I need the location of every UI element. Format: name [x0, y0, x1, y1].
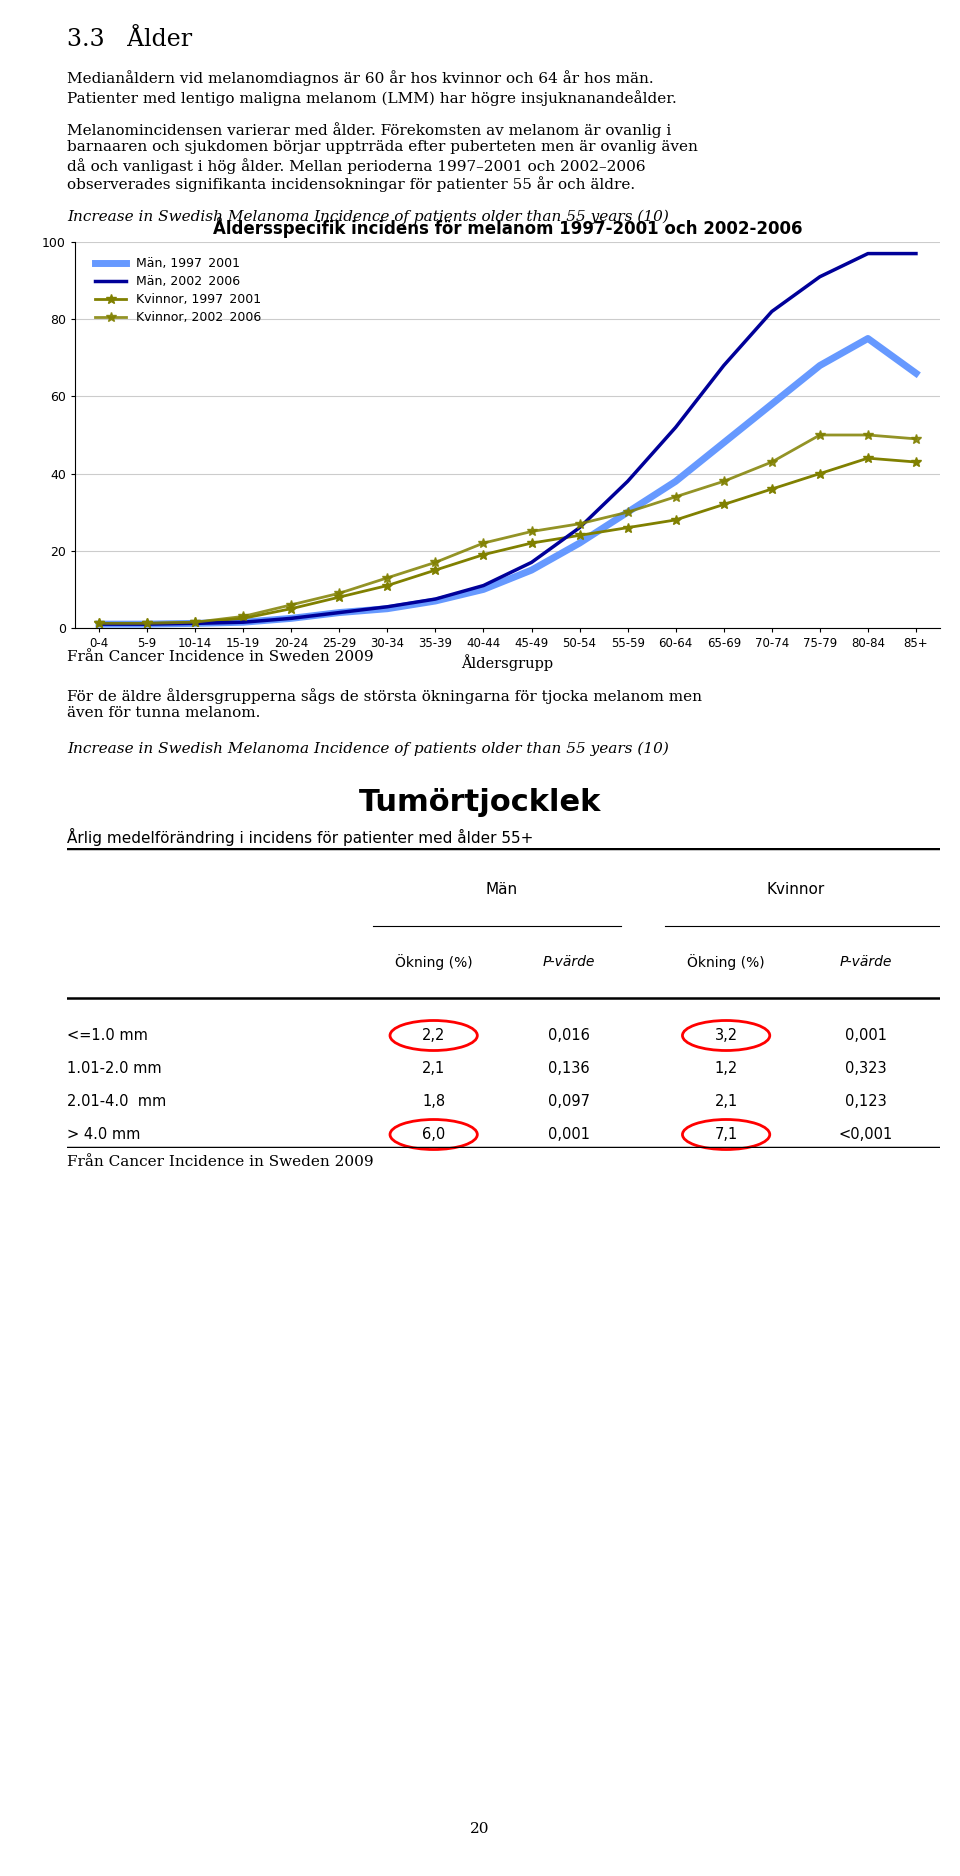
- Text: 1,8: 1,8: [422, 1094, 445, 1109]
- Text: Årlig medelförändring i incidens för patienter med ålder 55+: Årlig medelförändring i incidens för pat…: [67, 827, 534, 846]
- Text: observerades signifikanta incidensokningar för patienter 55 år och äldre.: observerades signifikanta incidensokning…: [67, 176, 636, 191]
- Text: 0,136: 0,136: [548, 1062, 589, 1077]
- Text: barnaaren och sjukdomen börjar upptrräda efter puberteten men är ovanlig även: barnaaren och sjukdomen börjar upptrräda…: [67, 141, 698, 154]
- Text: Ökning (%): Ökning (%): [687, 955, 765, 970]
- Text: Från Cancer Incidence in Sweden 2009: Från Cancer Incidence in Sweden 2009: [67, 1156, 373, 1169]
- Text: Increase in Swedish Melanoma Incidence of patients older than 55 years (10): Increase in Swedish Melanoma Incidence o…: [67, 210, 669, 225]
- Text: För de äldre åldersgrupperna sågs de största ökningarna för tjocka melanom men: För de äldre åldersgrupperna sågs de stö…: [67, 688, 702, 704]
- Text: Tumörtjocklek: Tumörtjocklek: [359, 788, 601, 818]
- Text: 0,001: 0,001: [548, 1127, 590, 1142]
- Text: Från Cancer Incidence in Sweden 2009: Från Cancer Incidence in Sweden 2009: [67, 649, 373, 664]
- Text: 3.3   Ålder: 3.3 Ålder: [67, 28, 192, 51]
- Text: 0,123: 0,123: [845, 1094, 887, 1109]
- Text: 7,1: 7,1: [714, 1127, 737, 1142]
- Text: 6,0: 6,0: [422, 1127, 445, 1142]
- Text: Medianåldern vid melanomdiagnos är 60 år hos kvinnor och 64 år hos män.: Medianåldern vid melanomdiagnos är 60 år…: [67, 69, 654, 86]
- Text: 2,1: 2,1: [422, 1062, 445, 1077]
- Text: <=1.0 mm: <=1.0 mm: [67, 1028, 148, 1043]
- Text: > 4.0 mm: > 4.0 mm: [67, 1127, 140, 1142]
- Text: Melanomincidensen varierar med ålder. Förekomsten av melanom är ovanlig i: Melanomincidensen varierar med ålder. Fö…: [67, 122, 671, 137]
- Text: 1.01-2.0 mm: 1.01-2.0 mm: [67, 1062, 161, 1077]
- Text: 0,323: 0,323: [845, 1062, 887, 1077]
- Text: Increase in Swedish Melanoma Incidence of patients older than 55 years (10): Increase in Swedish Melanoma Incidence o…: [67, 743, 669, 756]
- Text: Ökning (%): Ökning (%): [395, 955, 472, 970]
- X-axis label: Åldersgrupp: Åldersgrupp: [462, 655, 554, 672]
- Legend: Män, 1997 2001, Män, 2002 2006, Kvinnor, 1997 2001, Kvinnor, 2002 2006: Män, 1997 2001, Män, 2002 2006, Kvinnor,…: [90, 251, 266, 328]
- Text: 2,1: 2,1: [714, 1094, 737, 1109]
- Text: 1,2: 1,2: [714, 1062, 737, 1077]
- Text: P-värde: P-värde: [542, 955, 595, 970]
- Text: P-värde: P-värde: [840, 955, 892, 970]
- Text: 2,2: 2,2: [422, 1028, 445, 1043]
- Text: 0,016: 0,016: [548, 1028, 589, 1043]
- Text: Män: Män: [485, 882, 517, 897]
- Text: <0,001: <0,001: [839, 1127, 893, 1142]
- Text: 0,097: 0,097: [548, 1094, 590, 1109]
- Text: 3,2: 3,2: [714, 1028, 737, 1043]
- Text: även för tunna melanom.: även för tunna melanom.: [67, 705, 260, 720]
- Text: Patienter med lentigo maligna melanom (LMM) har högre insjuknanandeålder.: Patienter med lentigo maligna melanom (L…: [67, 90, 677, 105]
- Title: Åldersspecifik incidens för melanom 1997-2001 och 2002-2006: Åldersspecifik incidens för melanom 1997…: [213, 218, 803, 238]
- Text: 0,001: 0,001: [845, 1028, 887, 1043]
- Text: 20: 20: [470, 1822, 490, 1837]
- Text: 2.01-4.0  mm: 2.01-4.0 mm: [67, 1094, 166, 1109]
- Text: då och vanligast i hög ålder. Mellan perioderna 1997–2001 och 2002–2006: då och vanligast i hög ålder. Mellan per…: [67, 158, 646, 174]
- Text: Kvinnor: Kvinnor: [767, 882, 825, 897]
